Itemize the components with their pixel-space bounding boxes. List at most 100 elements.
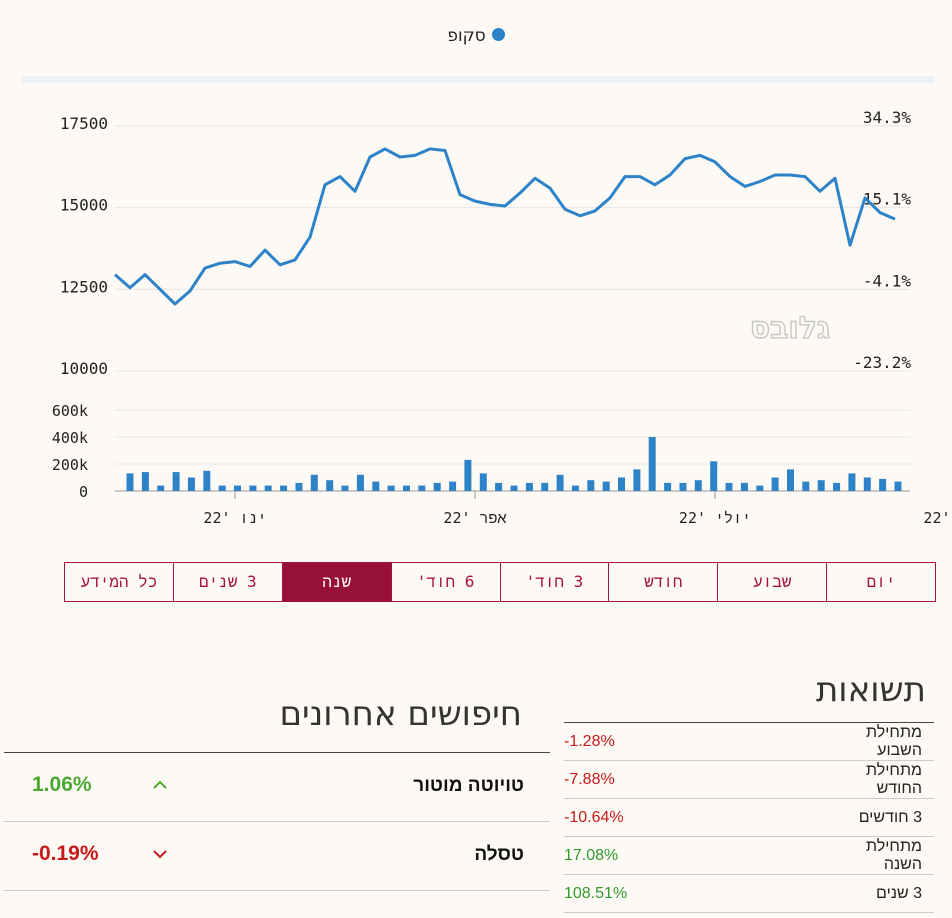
volume-bar[interactable] [541, 482, 549, 491]
volume-bar[interactable] [433, 482, 441, 491]
recent-search-row[interactable]: טסלה -0.19% [4, 822, 550, 891]
y-tick-label: 10000 [60, 359, 108, 378]
legend-label: סקופ [447, 26, 486, 46]
volume-bar[interactable] [418, 485, 426, 491]
pct-tick-label: -4.1% [863, 271, 912, 290]
volume-tick-label: 0 [79, 483, 88, 501]
volume-bar[interactable] [479, 473, 487, 491]
range-button[interactable]: כל המידע [80, 572, 158, 591]
range-button[interactable]: שנה [281, 563, 391, 601]
returns-row: 3 שנים 108.51% [564, 875, 934, 913]
volume-bar[interactable] [648, 437, 656, 491]
volume-bar[interactable] [510, 485, 518, 491]
range-button[interactable]: 3 שנים [172, 563, 282, 601]
returns-list: מתחילת השבוע -1.28% מתחילת החודש -7.88% 3 חו… [564, 723, 934, 913]
returns-panel: תשואות מתחילת השבוע -1.28% מתחילת החודש -7.… [564, 670, 934, 913]
range-button[interactable]: יום [826, 563, 935, 601]
x-tick-label: אוק '22 [923, 509, 952, 527]
volume-bar[interactable] [633, 469, 641, 491]
volume-bar[interactable] [710, 461, 718, 491]
x-tick-label: ינו '22 [203, 509, 266, 527]
volume-bar[interactable] [264, 485, 272, 491]
volume-bar[interactable] [218, 485, 226, 491]
volume-bar[interactable] [341, 485, 349, 491]
range-selector: יום שבוע חודש 3 חוד' 6 חוד' שנה 3 שנים כל המידע [64, 562, 936, 602]
volume-bar[interactable] [879, 478, 887, 492]
volume-bar[interactable] [787, 469, 794, 491]
globes-watermark: גלובס [750, 311, 831, 346]
pct-tick-label: 15.1% [863, 190, 912, 209]
volume-bar[interactable] [802, 481, 810, 491]
volume-bar[interactable] [234, 485, 241, 491]
volume-bar[interactable] [187, 477, 195, 492]
volume-bar[interactable] [280, 485, 288, 491]
volume-bar[interactable] [372, 481, 380, 491]
volume-bar[interactable] [556, 474, 564, 491]
range-button[interactable]: 3 חוד' [499, 563, 609, 601]
returns-value: 17.08% [564, 846, 619, 864]
range-button[interactable]: 6 חוד' [390, 563, 500, 601]
returns-label: 3 חודשים [858, 808, 922, 826]
chevron-down-icon [153, 850, 167, 859]
volume-bar[interactable] [403, 485, 410, 491]
volume-bar[interactable] [771, 477, 779, 492]
pct-tick-label: -23.2% [853, 353, 911, 372]
x-tick-label: יולי '22 [679, 509, 751, 527]
stock-name[interactable]: טסלה [474, 844, 524, 865]
volume-bar[interactable] [525, 482, 533, 491]
volume-bar[interactable] [725, 482, 733, 491]
chart-legend[interactable]: סקופ [0, 26, 952, 46]
volume-bar[interactable] [664, 482, 672, 491]
volume-bar[interactable] [356, 474, 364, 491]
returns-label: מתחילת השנה [866, 837, 922, 873]
pct-axis-labels: -23.2% -4.1% 15.1% 34.3% [853, 108, 911, 372]
volume-bar[interactable] [694, 480, 702, 491]
volume-bar[interactable] [464, 459, 472, 491]
returns-title: תשואות [564, 670, 934, 723]
volume-bar[interactable] [817, 480, 825, 491]
volume-bar[interactable] [249, 485, 257, 491]
y-axis-labels: 10000 12500 15000 17500 [60, 114, 108, 378]
volume-bar[interactable] [756, 485, 764, 491]
returns-value: -10.64% [564, 808, 624, 826]
volume-bar[interactable] [833, 482, 841, 491]
volume-bar[interactable] [740, 482, 748, 491]
chart-grid [115, 125, 910, 492]
volume-bar[interactable] [203, 470, 211, 492]
x-axis-labels: ינו '22 אפר '22 יולי '22 אוק '22 [203, 491, 952, 527]
stock-name[interactable]: טויוטה מוטור [413, 775, 524, 796]
volume-bar[interactable] [587, 480, 595, 491]
recent-search-row[interactable]: טויוטה מוטור 1.06% [4, 753, 550, 822]
price-chart[interactable]: 10000 12500 15000 17500 -23.2% -4.1% 15.1% 34.… [0, 90, 952, 540]
range-button[interactable]: שבוע [717, 563, 826, 601]
recent-searches-list: טויוטה מוטור 1.06% טסלה -0.19% [4, 753, 550, 891]
volume-bar[interactable] [848, 473, 856, 491]
returns-row: מתחילת החודש -7.88% [564, 761, 934, 799]
volume-bar[interactable] [326, 480, 334, 491]
volume-bar[interactable] [310, 474, 318, 491]
volume-bars [126, 437, 902, 492]
returns-value: -1.28% [564, 732, 615, 750]
volume-bar[interactable] [571, 485, 579, 491]
volume-bar[interactable] [894, 481, 902, 491]
volume-bar[interactable] [679, 482, 687, 491]
volume-tick-label: 600k [52, 402, 88, 420]
volume-bar[interactable] [863, 477, 871, 492]
volume-bar[interactable] [295, 482, 303, 491]
range-button[interactable]: חודש [608, 563, 717, 601]
volume-bar[interactable] [618, 477, 625, 492]
returns-value: -7.88% [564, 770, 615, 788]
volume-bar[interactable] [172, 472, 180, 491]
returns-row: 3 חודשים -10.64% [564, 799, 934, 837]
chart-navigator-bar[interactable] [22, 76, 934, 83]
volume-bar[interactable] [141, 472, 149, 491]
volume-bar[interactable] [387, 485, 395, 491]
volume-bar[interactable] [449, 481, 457, 491]
recent-searches-title: חיפושים אחרונים [4, 694, 550, 753]
returns-label: מתחילת השבוע [866, 723, 922, 759]
volume-bar[interactable] [602, 481, 610, 491]
volume-bar[interactable] [126, 473, 134, 491]
price-line[interactable] [114, 147, 896, 306]
volume-bar[interactable] [495, 482, 503, 491]
volume-bar[interactable] [157, 485, 165, 491]
